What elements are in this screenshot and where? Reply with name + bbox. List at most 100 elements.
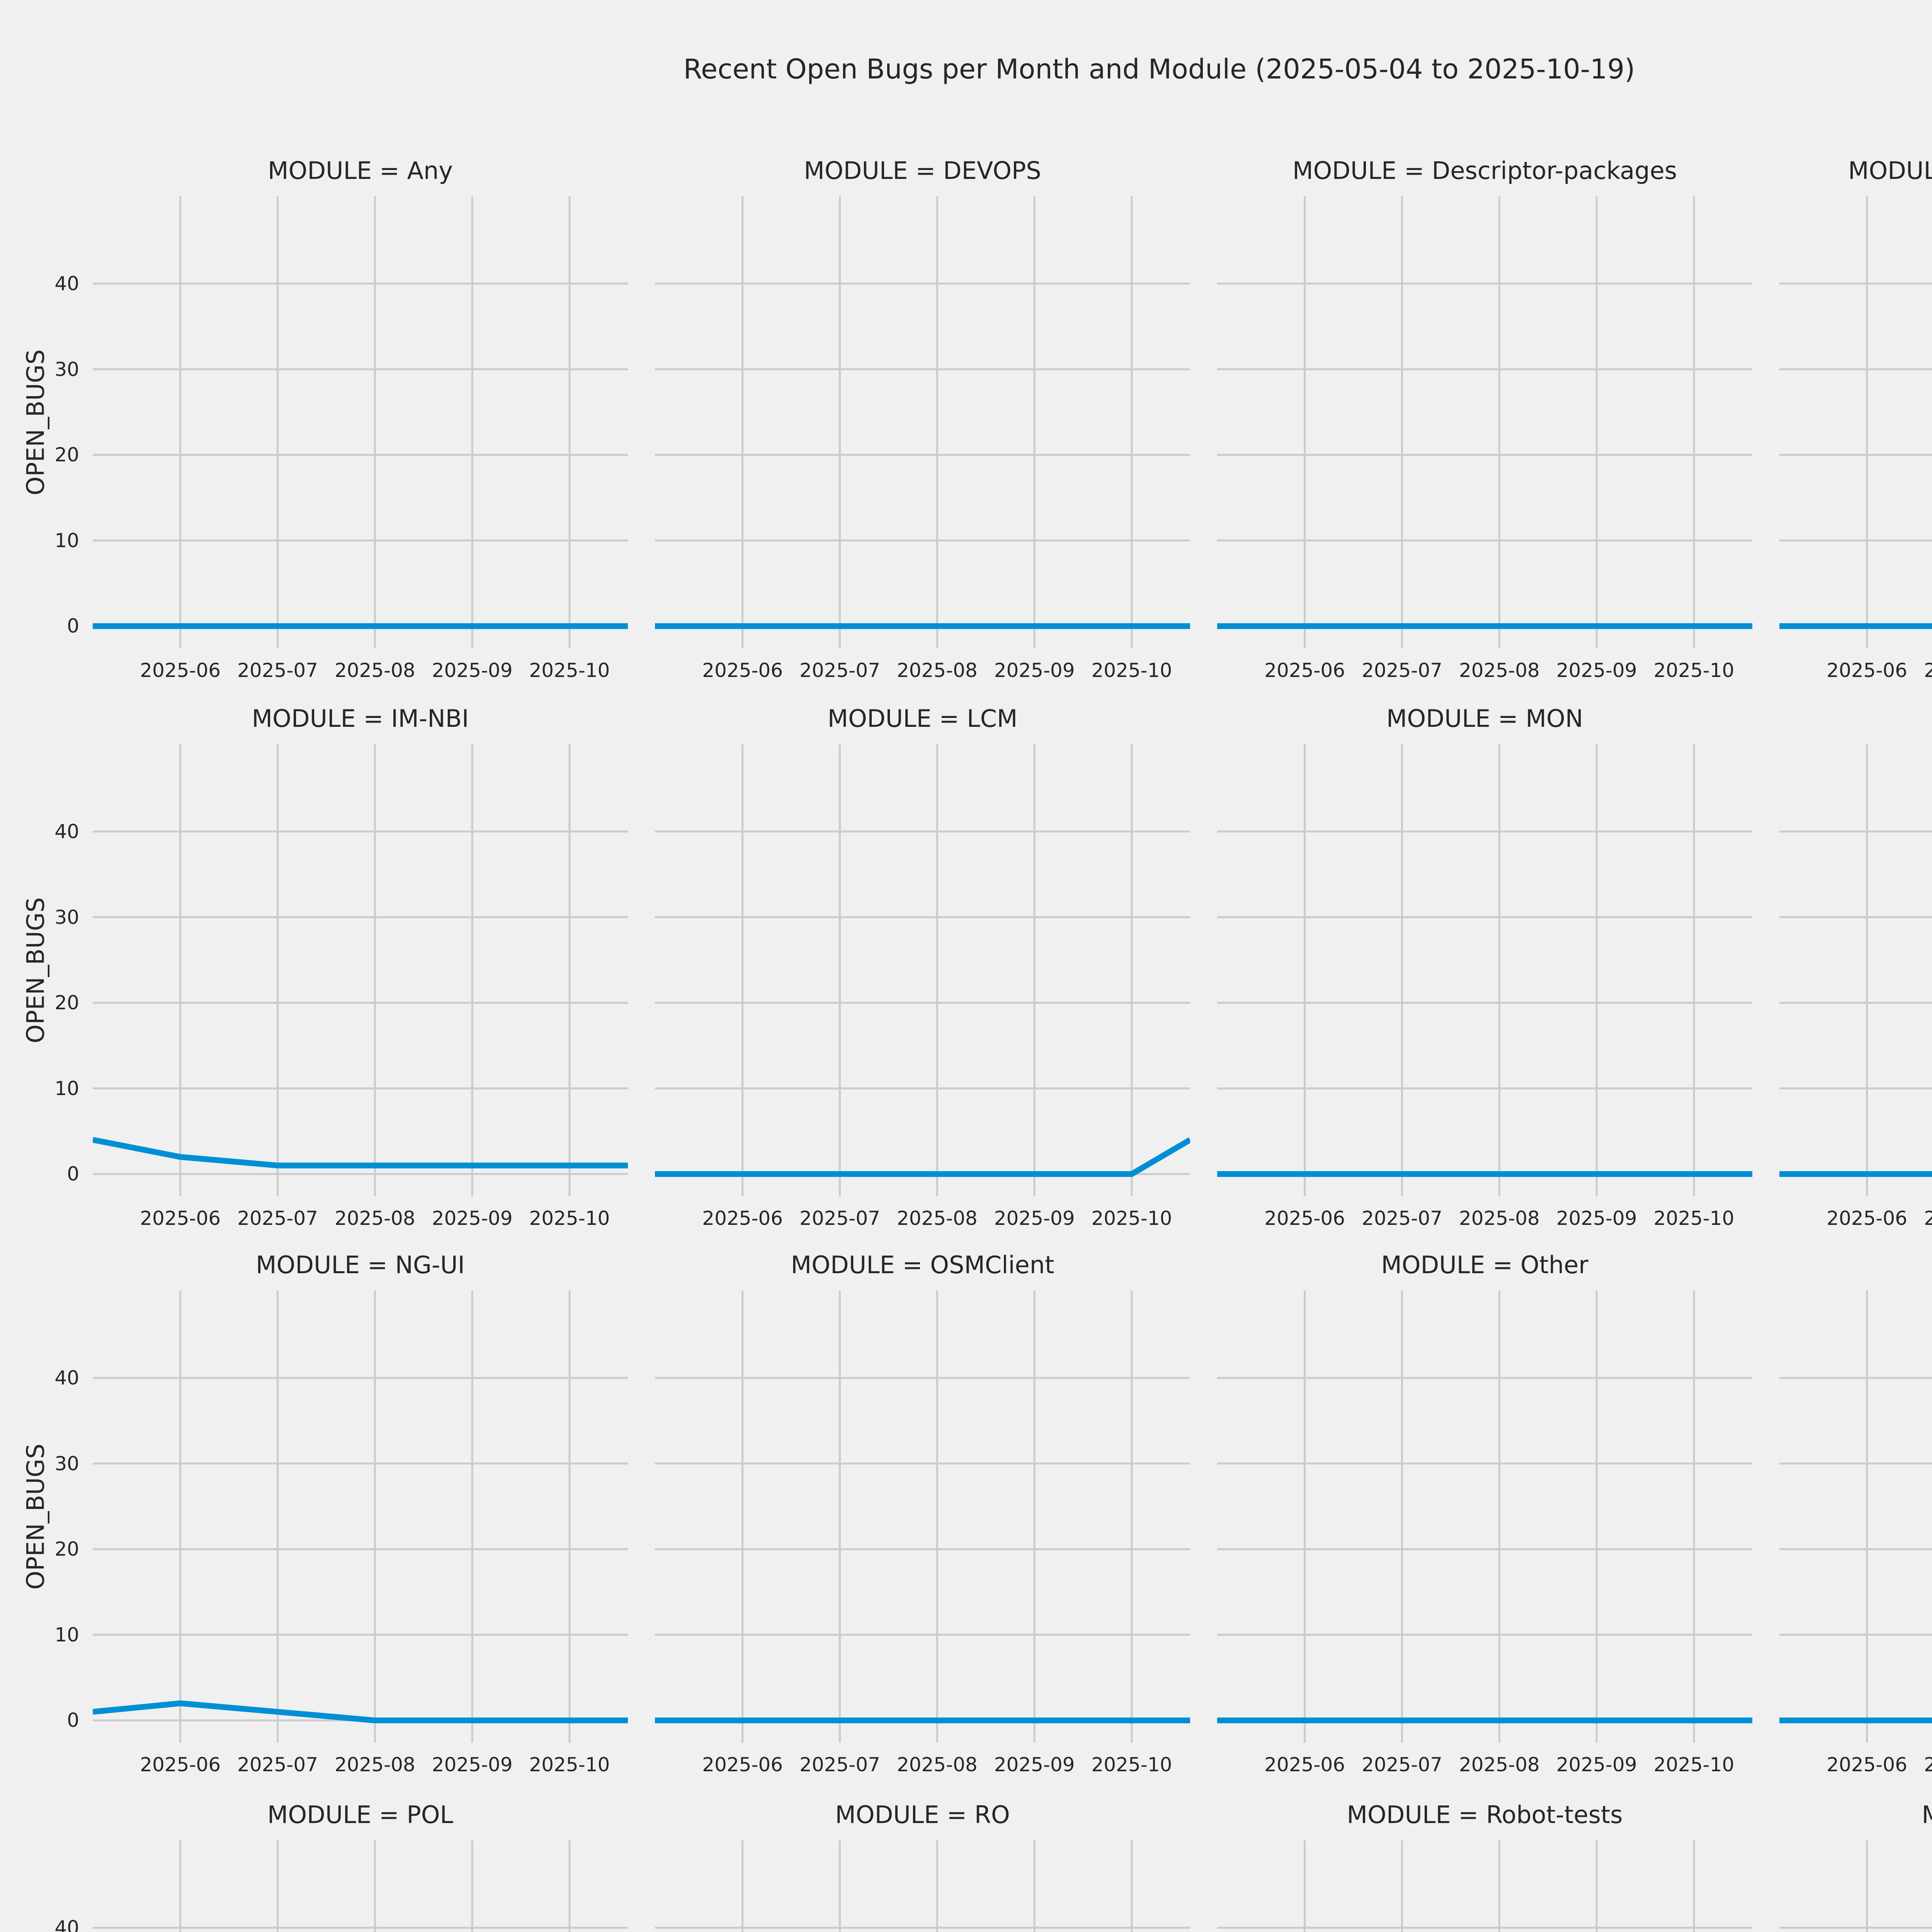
facet-title: MODULE = POL: [267, 1801, 454, 1829]
x-tick-label: 2025-09: [1556, 1207, 1637, 1230]
facet-module-n2vc: MODULE = N2VC 2025-062025-072025-082025-…: [1779, 744, 1932, 1230]
x-tick-label: 2025-07: [1362, 1753, 1442, 1776]
facet-module-any: MODULE = Any 2025-06 2025-07 2025-08 2025-0…: [22, 156, 628, 682]
facet-module-unknown: MODULE = Unknown 2025-062025-072025-0820…: [1779, 1801, 1932, 1932]
x-tick-label: 2025-08: [334, 1207, 415, 1230]
x-tick-label: 2025-10: [529, 659, 610, 682]
y-axis-label: OPEN_BUGS: [21, 897, 50, 1044]
facet-plot: [1779, 744, 1932, 1196]
facet-plot: [93, 744, 628, 1196]
facet-title: MODULE = PLA: [1756, 1249, 1932, 1281]
facet-plot: [655, 1291, 1190, 1743]
y-axis-label: OPEN_BUGS: [21, 349, 50, 496]
y-tick-label: 30: [54, 358, 79, 381]
facet-title: MODULE = NG-UI: [256, 1251, 465, 1279]
facet-module-other: MODULE = Other 2025-06 2025-07 2025-08 2025…: [1217, 1251, 1752, 1776]
facet-module-devops: MODULE = DEVOPS 2025-06 2025-07 2025-08 202…: [655, 156, 1190, 682]
facet-module-mon: MODULE = MON 2025-06 2025-07 2025-08 2025-0…: [1217, 704, 1752, 1230]
x-tick-label: 2025-07: [237, 1753, 318, 1776]
y-tick-label: 20: [54, 1538, 79, 1561]
y-tick-label: 40: [54, 272, 79, 295]
x-tick-label: 2025-08: [334, 659, 415, 682]
x-tick-label: 2025-08: [896, 1207, 978, 1230]
facet-title: MODULE = Documentation / Wiki: [1848, 156, 1932, 185]
facet-title: MODULE = LCM: [827, 704, 1018, 733]
facet-plot: [1217, 1291, 1752, 1743]
facet-plot: [655, 1840, 1190, 1932]
x-tick-label: 2025-07: [1362, 1207, 1442, 1230]
x-tick-label: 2025-07: [799, 1753, 880, 1776]
x-tick-label: 2025-06: [1264, 1753, 1345, 1776]
facet-title: MODULE = Descriptor-packages: [1292, 156, 1677, 185]
facet-title: MODULE = Robot-tests: [1347, 1801, 1623, 1829]
x-tick-label: 2025-06: [140, 659, 221, 682]
facet-title: MODULE = Any: [268, 156, 453, 185]
facet-title: MODULE = N2VC: [1756, 702, 1932, 735]
x-tick-label: 2025-10: [529, 1207, 610, 1230]
y-tick-label: 0: [67, 1709, 79, 1732]
y-tick-label: 10: [54, 1077, 79, 1100]
y-tick-label: 30: [54, 1452, 79, 1475]
facet-module-osmclient: MODULE = OSMClient 2025-06 2025-07 2025-08…: [655, 1251, 1190, 1776]
facet-plot: [93, 196, 628, 648]
x-tick-label: 2025-07: [799, 659, 880, 682]
y-tick-label: 20: [54, 444, 79, 466]
x-tick-label: 2025-06: [1264, 1207, 1345, 1230]
facet-plot: [93, 1291, 628, 1743]
x-tick-label: 2025-08: [896, 659, 978, 682]
facet-module-documentation-wiki: MODULE = Documentation / Wiki 2025-06 202…: [1779, 156, 1932, 682]
x-tick-label: 2025-07: [237, 1207, 318, 1230]
x-tick-label: 2025-06: [1264, 659, 1345, 682]
y-tick-label: 40: [54, 1917, 79, 1932]
facet-module-lcm: MODULE = LCM 2025-06 2025-07 2025-08 2025-0…: [655, 704, 1190, 1230]
facet-plot: [1779, 1840, 1932, 1932]
x-tick-label: 2025-08: [896, 1753, 978, 1776]
x-tick-label: 2025-10: [1091, 1207, 1172, 1230]
facet-module-im-nbi: MODULE = IM-NBI 2025-06 2025-07 2025-08 202…: [22, 704, 628, 1230]
x-tick-label: 2025-06: [140, 1753, 221, 1776]
x-tick-label: 2025-09: [1556, 1753, 1637, 1776]
x-tick-label: 2025-10: [1091, 659, 1172, 682]
x-tick-label: 2025-07: [1924, 659, 1932, 682]
facet-plot: [655, 196, 1190, 648]
y-tick-label: 30: [54, 906, 79, 929]
x-tick-label: 2025-07: [799, 1207, 880, 1230]
x-tick-label: 2025-10: [1653, 659, 1735, 682]
x-tick-label: 2025-08: [334, 1753, 415, 1776]
x-tick-label: 2025-06: [702, 659, 783, 682]
facet-title: MODULE = RO: [835, 1801, 1010, 1829]
facet-title: MODULE = Unknown: [1756, 1799, 1932, 1831]
x-tick-label: 2025-10: [529, 1753, 610, 1776]
facet-plot: [1217, 744, 1752, 1196]
y-tick-label: 20: [54, 992, 79, 1014]
x-tick-label: 2025-06: [702, 1207, 783, 1230]
facet-module-ro: MODULE = RO 2025-062025-072025-082025-09…: [655, 1801, 1190, 1932]
y-tick-label: 40: [54, 820, 79, 843]
x-tick-label: 2025-10: [1653, 1207, 1735, 1230]
x-tick-label: 2025-09: [994, 1753, 1075, 1776]
facet-plot: [1779, 1291, 1932, 1743]
facet-plot: [1217, 196, 1752, 648]
y-tick-label: 40: [54, 1367, 79, 1389]
y-tick-label: 10: [54, 529, 79, 552]
x-tick-label: 2025-07: [237, 659, 318, 682]
x-tick-label: 2025-06: [702, 1753, 783, 1776]
facet-plot: [1217, 1840, 1752, 1932]
facet-module-pla: MODULE = PLA 2025-062025-072025-082025-0…: [1779, 1291, 1932, 1776]
figure-title: Recent Open Bugs per Month and Module (2…: [683, 53, 1635, 85]
x-tick-label: 2025-08: [1459, 1753, 1540, 1776]
y-axis-label: OPEN_BUGS: [21, 1443, 50, 1590]
x-tick-label: 2025-06: [1827, 1207, 1908, 1230]
y-tick-label: 10: [54, 1623, 79, 1646]
x-tick-label: 2025-10: [1091, 1753, 1172, 1776]
y-tick-label: 0: [67, 615, 79, 638]
x-tick-label: 2025-09: [994, 1207, 1075, 1230]
facet-module-descriptor-packages: MODULE = Descriptor-packages 2025-06 2025…: [1217, 156, 1752, 682]
x-tick-label: 2025-07: [1362, 659, 1442, 682]
x-tick-label: 2025-08: [1459, 1207, 1540, 1230]
facet-title: MODULE = IM-NBI: [252, 704, 469, 733]
facet-plot: [93, 1840, 628, 1932]
facet-title: MODULE = Other: [1381, 1251, 1588, 1279]
x-tick-label: 2025-09: [1556, 659, 1637, 682]
